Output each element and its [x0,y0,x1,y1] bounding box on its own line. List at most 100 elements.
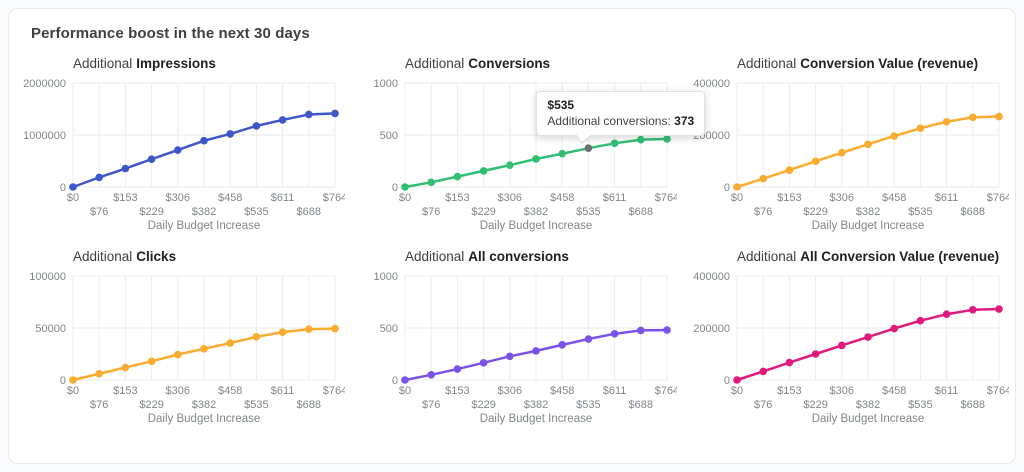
svg-text:$382: $382 [524,206,548,218]
data-point[interactable] [584,335,593,343]
line-chart-plot[interactable]: 0 1000000 2000000 $0 $76 $153 $229 $306 $382 $458… [23,75,345,233]
data-point[interactable] [252,333,261,341]
data-point[interactable] [174,146,182,154]
data-point[interactable] [95,369,103,378]
line-chart-plot[interactable]: 0 500 1000 $0 $76 $153 $229 $306 $382 $458 $535 $61… [355,268,677,426]
data-point[interactable] [637,135,645,144]
data-point[interactable] [759,367,767,376]
data-point[interactable] [916,124,925,133]
data-point[interactable] [305,325,313,334]
data-point[interactable] [995,112,1003,121]
svg-text:$0: $0 [731,192,743,204]
data-point[interactable] [942,117,951,126]
data-point[interactable] [479,167,488,175]
line-chart-svg: 0200000400000$0$76$153$229$306$382$458$5… [693,78,1009,232]
data-point[interactable] [785,358,794,367]
svg-text:$306: $306 [830,192,854,204]
data-point[interactable] [942,310,951,319]
chart-title-prefix: Additional [73,56,133,71]
data-point[interactable] [174,350,182,359]
data-point[interactable] [532,347,540,355]
line-chart-svg: 0 50000 100000 $0 $76 $153$229$306$382$458$53… [29,271,345,425]
data-point[interactable] [331,324,339,333]
svg-text:$764: $764 [323,385,345,397]
data-point[interactable] [663,326,671,334]
chart-title-metric: Clicks [136,249,177,264]
svg-text:$382: $382 [524,399,548,411]
svg-text:Daily Budget Increase: Daily Budget Increase [480,413,593,425]
data-point[interactable] [584,144,593,153]
svg-text:$535: $535 [576,206,600,218]
data-point[interactable] [479,359,488,367]
data-point[interactable] [427,178,435,187]
data-point[interactable] [401,183,409,191]
data-point[interactable] [95,173,103,182]
data-point[interactable] [838,148,846,157]
data-point[interactable] [252,122,261,130]
data-point[interactable] [558,341,566,349]
data-point[interactable] [331,109,339,118]
data-point[interactable] [532,155,540,163]
data-point[interactable] [226,339,234,347]
data-point[interactable] [733,376,741,384]
data-point[interactable] [811,157,820,166]
line-chart-plot[interactable]: $535 Additional conversions: 373 0 500 100… [355,75,706,233]
chart-title: Additional All conversions [405,249,681,264]
data-point[interactable] [995,305,1003,313]
data-point[interactable] [401,376,409,384]
svg-text:$458: $458 [882,192,906,204]
svg-text:$535: $535 [244,206,268,218]
svg-text:$611: $611 [271,192,295,204]
svg-text:$458: $458 [550,192,574,204]
data-point[interactable] [811,350,820,358]
data-point[interactable] [558,149,566,158]
data-point[interactable] [637,326,645,335]
svg-text:$76: $76 [90,399,108,411]
chart-title-metric: All Conversion Value (revenue) [800,249,1000,264]
line-chart-plot[interactable]: 0 200000 400000 $0 $76 $153 $229 $306 $382 $458 $5… [687,268,1009,426]
chart-title-prefix: Additional [737,56,797,71]
svg-text:$76: $76 [754,399,772,411]
data-point[interactable] [733,183,741,191]
svg-text:Daily Budget Increase: Daily Budget Increase [812,220,925,232]
data-point[interactable] [785,166,794,174]
data-point[interactable] [890,324,898,333]
svg-text:400000: 400000 [693,78,730,90]
data-point[interactable] [305,110,313,119]
data-point[interactable] [278,328,287,336]
line-chart-plot[interactable]: 0 200000 400000 $0 $76 $153 $229 $306 $382 $458 $5… [687,75,1009,233]
data-point[interactable] [278,116,287,124]
data-point[interactable] [864,140,872,149]
data-point[interactable] [663,135,671,143]
data-point[interactable] [427,371,435,379]
line-chart-svg: 0 500 1000 $0 $76 $153$229$306$382$458$535$61… [374,271,677,425]
data-point[interactable] [890,132,898,140]
data-point[interactable] [200,345,208,353]
data-point[interactable] [969,113,977,122]
data-point[interactable] [916,316,925,325]
chart-title-prefix: Additional [405,249,465,264]
svg-text:$535: $535 [908,399,932,411]
data-point[interactable] [610,330,619,338]
data-point[interactable] [453,365,462,373]
data-point[interactable] [838,341,846,350]
data-point[interactable] [610,139,619,148]
data-point[interactable] [506,352,514,361]
data-point[interactable] [121,363,130,372]
data-point[interactable] [147,155,156,163]
data-point[interactable] [506,161,514,169]
data-point[interactable] [147,357,156,366]
svg-text:$153: $153 [445,192,469,204]
data-point[interactable] [69,183,77,191]
data-point[interactable] [864,333,872,341]
data-point[interactable] [69,376,77,384]
data-point[interactable] [759,174,767,183]
data-point[interactable] [226,130,234,138]
data-point[interactable] [453,172,462,181]
svg-text:$306: $306 [166,385,190,397]
line-chart-plot[interactable]: 0 50000 100000 $0 $76 $153 $229 $306 $382 $458 $53… [23,268,345,426]
data-point[interactable] [121,164,130,173]
svg-text:$611: $611 [271,385,295,397]
data-point[interactable] [969,306,977,314]
data-point[interactable] [200,136,208,145]
